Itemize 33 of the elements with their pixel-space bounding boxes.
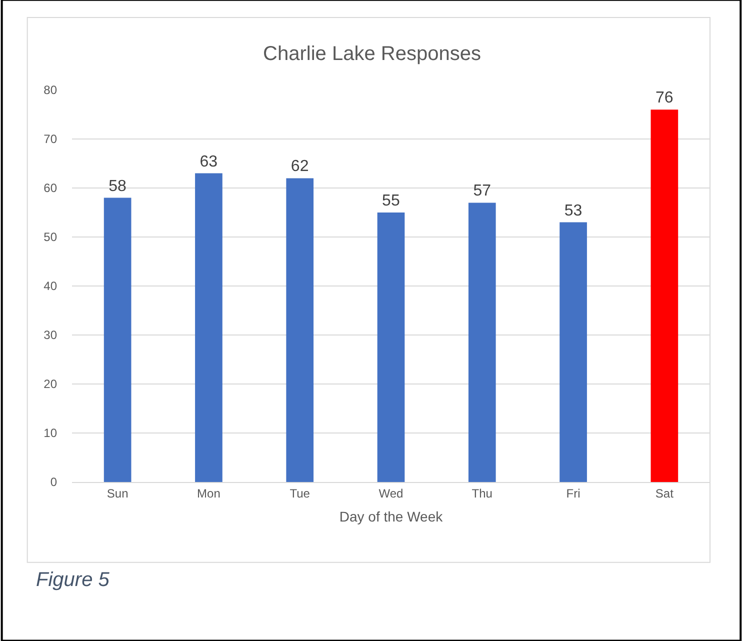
y-tick-label: 10 [44, 426, 58, 440]
y-tick-label: 50 [44, 230, 58, 244]
x-tick-label: Fri [566, 486, 580, 500]
x-tick-label: Sat [655, 486, 674, 500]
bar [377, 212, 405, 482]
caption: Figure 5 [36, 569, 110, 591]
bar [650, 110, 678, 482]
x-axis-title: Day of the Week [339, 508, 444, 525]
data-label: 63 [200, 153, 218, 170]
y-tick-label: 40 [44, 279, 58, 294]
data-label: 76 [655, 90, 674, 107]
x-tick-label: Thu [472, 486, 492, 500]
bar [195, 173, 222, 482]
bar [560, 222, 587, 482]
bar [104, 198, 132, 482]
y-tick-label: 0 [50, 475, 58, 490]
x-tick-label: Tue [290, 486, 310, 500]
y-tick-label: 70 [44, 132, 58, 146]
y-tick-label: 30 [44, 328, 58, 342]
data-label: 55 [382, 192, 400, 210]
y-tick-label: 80 [44, 83, 58, 98]
y-tick-label: 60 [44, 181, 58, 196]
x-tick-label: Sun [106, 486, 128, 500]
data-label: 58 [108, 178, 127, 195]
data-label: 57 [473, 182, 492, 200]
x-tick-label: Wed [378, 486, 404, 500]
bar [286, 178, 314, 482]
chart-title: Charlie Lake Responses [263, 43, 481, 65]
data-label: 53 [564, 202, 582, 220]
data-label: 62 [290, 158, 309, 176]
bar [468, 202, 496, 482]
y-tick-label: 20 [44, 377, 58, 392]
x-tick-label: Mon [197, 486, 220, 500]
